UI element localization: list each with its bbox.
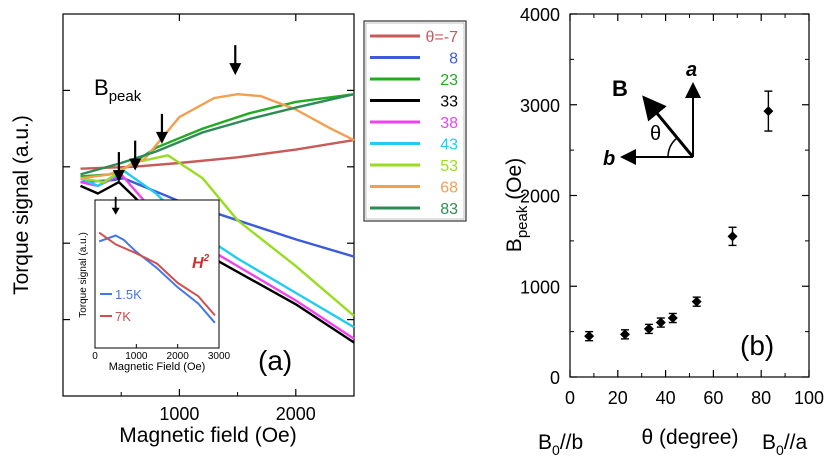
b-y-tick-label: 4000 xyxy=(520,5,560,25)
legend-label-53: 53 xyxy=(440,158,458,175)
peak-arrow xyxy=(155,113,168,144)
b-x-tick-label: 60 xyxy=(703,388,723,408)
data-point xyxy=(584,330,595,342)
data-point xyxy=(691,296,702,307)
series-line-68 xyxy=(80,92,355,180)
panel-b-ticks xyxy=(569,13,810,378)
legend-label-23: 23 xyxy=(440,72,458,89)
inset-series-7k xyxy=(98,231,216,317)
inset-ylabel: Torque signal (a.u.) xyxy=(78,232,89,318)
inset-x-tick-label: 2000 xyxy=(167,351,190,362)
b-field-arrow xyxy=(642,95,695,158)
peak-arrow xyxy=(229,45,242,76)
h2-annotation: H2 xyxy=(192,253,210,272)
panel-b-xlabel: θ (degree) xyxy=(642,426,739,449)
inset-series xyxy=(98,196,216,324)
b-x-tick-label: 0 xyxy=(565,388,575,408)
legend-label-7: θ=-7 xyxy=(426,29,459,46)
x-tick-label: 1000 xyxy=(159,404,199,424)
x-right-end-label: B0//a xyxy=(762,431,807,458)
legend-label-83: 83 xyxy=(440,201,458,218)
theta-arc xyxy=(667,137,678,158)
series-line-53 xyxy=(80,154,355,317)
panel-a-legend: θ=-7 8 23 33 38 43 53 68 83 xyxy=(363,20,467,222)
inset-xtick-labels: 0 1000 2000 3000 xyxy=(92,351,230,362)
inset-x-tick-label: 3000 xyxy=(208,351,231,362)
b-x-tick-label: 40 xyxy=(656,388,676,408)
panel-a-ylabel: Torque signal (a.u.) xyxy=(10,115,33,295)
data-point xyxy=(667,312,678,324)
theta-label: θ xyxy=(650,123,661,145)
b-x-tick-label: 80 xyxy=(751,388,771,408)
x-left-end-label: B0//b xyxy=(538,431,583,458)
b-y-tick-label: 2000 xyxy=(520,187,560,207)
series-line-7 xyxy=(80,138,355,170)
peak-arrow xyxy=(112,152,125,183)
series-line-83 xyxy=(80,93,355,176)
inset-legend: 1.5K 7K xyxy=(100,287,142,324)
axes-diagram: a b B θ xyxy=(603,59,701,170)
data-point xyxy=(643,323,654,335)
b-field-label: B xyxy=(612,76,628,101)
legend-label-43: 43 xyxy=(440,137,458,154)
inset-x-tick-label: 1000 xyxy=(125,351,148,362)
inset-xlabel: Magnetic Field (Oe) xyxy=(109,361,206,373)
b-axis-label: b xyxy=(603,148,615,170)
inset-ticks xyxy=(94,344,220,348)
b-x-tick-label: 100 xyxy=(794,388,824,408)
b-y-tick-label: 1000 xyxy=(520,277,560,297)
inset-series-1-5k xyxy=(98,234,216,324)
data-point xyxy=(655,317,666,328)
panel-b-label: (b) xyxy=(740,330,774,361)
inset-frame xyxy=(94,199,220,349)
x-tick-label: 2000 xyxy=(276,404,316,424)
panel-a-xlabel: Magnetic field (Oe) xyxy=(119,424,296,447)
peak-arrow xyxy=(129,140,142,171)
data-point xyxy=(619,329,630,340)
data-point xyxy=(763,90,774,132)
legend-label-38: 38 xyxy=(440,115,458,132)
inset-x-tick-label: 0 xyxy=(92,351,98,362)
inset-peak-arrow xyxy=(111,196,120,215)
panel-a-ticks xyxy=(63,14,354,396)
panel-a-label: (a) xyxy=(258,345,292,376)
panel-b-xtick-labels: 0 20 40 60 80 100 xyxy=(565,388,824,408)
inset: 0 1000 2000 3000 1.5K 7K H2 Magnetic Field (… xyxy=(78,196,231,373)
panel-b-ytick-labels: 0 1000 2000 3000 4000 xyxy=(520,5,560,388)
panel-a-arrows xyxy=(112,45,242,183)
b-y-tick-label: 3000 xyxy=(520,96,560,116)
panel-b: 0 1000 2000 3000 4000 0 20 40 60 80 100 Bpeak (Oe… xyxy=(503,5,824,458)
b-y-tick-label: 0 xyxy=(550,368,560,388)
panel-a-frame xyxy=(62,13,355,397)
bpeak-annotation: Bpeak xyxy=(94,75,142,105)
a-axis-label: a xyxy=(686,59,697,81)
data-point xyxy=(727,226,738,247)
legend-label-33: 33 xyxy=(440,94,458,111)
legend-label-68: 68 xyxy=(440,180,458,197)
panel-a: 1000 2000 Bpeak Magnetic field (Oe) Torqu… xyxy=(10,13,355,447)
inset-legend-label-1-5k: 1.5K xyxy=(115,287,142,302)
inset-legend-label-7k: 7K xyxy=(115,309,131,324)
panel-b-ylabel: Bpeak (Oe) xyxy=(503,158,531,252)
panel-b-points xyxy=(584,90,774,342)
legend-label-8: 8 xyxy=(449,51,458,68)
b-x-tick-label: 20 xyxy=(608,388,628,408)
legend-entries: θ=-7 8 23 33 38 43 53 68 83 xyxy=(370,29,458,218)
panel-a-xtick-labels: 1000 2000 xyxy=(159,404,315,424)
